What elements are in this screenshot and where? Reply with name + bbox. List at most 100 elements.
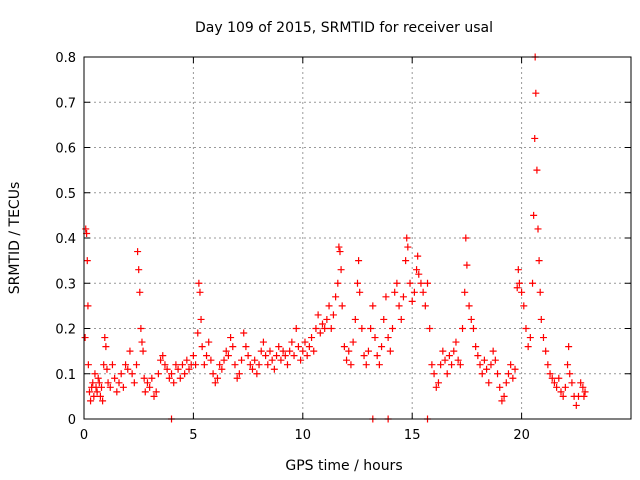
data-point [84,361,92,369]
data-point [174,365,182,373]
data-point [235,370,243,378]
data-point [143,379,151,387]
data-point [564,361,572,369]
data-point [227,334,235,342]
data-point [395,302,403,310]
data-point [378,343,386,351]
data-point [415,270,423,278]
data-point [253,370,261,378]
data-point [393,279,401,287]
data-point [500,392,508,400]
data-point [117,370,125,378]
data-point [229,343,237,351]
data-point [303,352,311,360]
data-point [297,356,305,364]
data-point [369,302,377,310]
data-point [211,379,219,387]
data-point [336,248,344,256]
data-point [483,365,491,373]
data-point [467,315,475,323]
data-point [244,352,252,360]
data-point [410,288,418,296]
data-point [301,338,309,346]
data-point [439,347,447,355]
data-point [103,365,111,373]
data-point [334,279,342,287]
data-point [555,374,563,382]
data-point [426,325,434,332]
data-point [489,347,497,355]
x-axis-ticks: 0 5 10 15 20 [80,57,530,443]
data-point [93,388,101,396]
data-point [397,315,405,323]
data-point [281,352,289,360]
data-point [124,365,132,373]
data-point [421,302,429,310]
data-point [408,297,416,305]
data-point [251,356,259,364]
data-point [207,356,215,364]
data-point [526,334,534,342]
data-point [452,338,460,346]
data-point [224,352,232,360]
data-point [308,334,316,342]
data-point [318,320,326,328]
data-point [85,388,93,396]
data-point [233,374,241,382]
data-point [141,388,149,396]
data-point [135,266,143,274]
data-point [189,352,197,360]
data-point [111,374,119,382]
data-point [176,374,184,382]
data-point [520,302,528,310]
data-point [534,225,542,233]
y-axis-label: SRMTID / TECUs [7,182,23,295]
data-point [413,266,421,274]
data-point [279,347,287,355]
data-point [384,334,392,342]
data-point [209,370,217,378]
data-point [168,370,176,378]
data-point [246,361,254,369]
data-point [102,343,110,351]
data-point [327,325,335,332]
data-point [91,370,99,378]
data-point [275,343,283,351]
data-point [572,401,580,409]
y-tick-label: 0.3 [55,277,76,292]
data-point [406,279,414,287]
data-point [364,347,372,355]
data-point [548,374,556,382]
data-point [231,361,239,369]
data-point [542,347,550,355]
x-tick-label: 20 [513,428,530,443]
data-point [185,365,193,373]
data-point [213,374,221,382]
data-point [494,370,502,378]
data-point [441,356,449,364]
data-point [321,325,329,332]
data-point [403,234,411,242]
data-point [448,361,456,369]
data-point [152,388,160,396]
data-point [329,311,337,319]
data-point [90,392,98,400]
data-point [165,374,173,382]
data-point [325,302,333,310]
data-point [157,356,165,364]
data-point [130,379,138,387]
data-points [81,53,589,423]
data-point [95,379,103,387]
data-point [192,361,200,369]
data-point [371,334,379,342]
y-tick-label: 0.2 [55,323,76,338]
y-tick-label: 0.1 [55,368,76,383]
data-point [463,261,471,269]
data-point [513,284,521,292]
data-point [288,338,296,346]
data-point [509,374,517,382]
data-point [87,397,95,405]
data-point [292,325,300,332]
data-point [138,338,146,346]
